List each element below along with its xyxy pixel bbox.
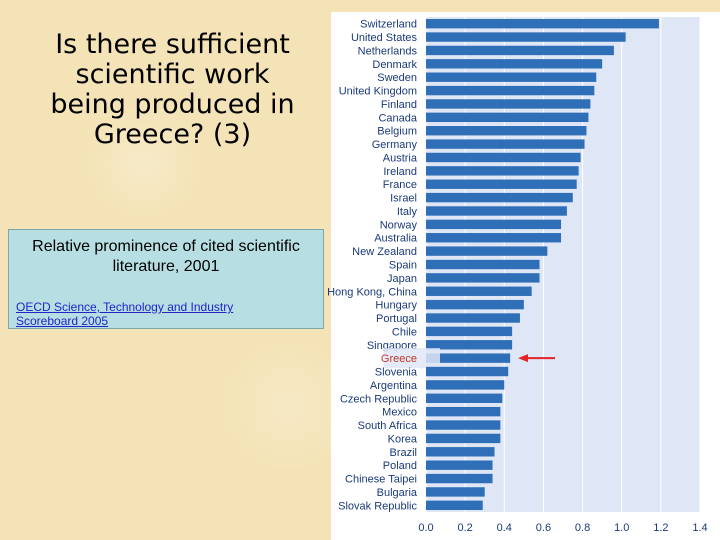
bar: [426, 139, 585, 149]
bar: [426, 126, 587, 136]
category-label: Greece: [381, 353, 417, 365]
x-tick-label: 0.0: [418, 522, 433, 534]
category-label: Sweden: [377, 72, 417, 84]
bar: [426, 85, 595, 96]
x-tick-label: 1.4: [692, 522, 707, 534]
bar: [426, 166, 579, 176]
category-label: Slovenia: [375, 367, 418, 379]
bar: [426, 59, 603, 69]
category-label: Netherlands: [358, 45, 418, 57]
info-box: Relative prominence of cited scientific …: [8, 229, 324, 329]
bar: [426, 246, 548, 256]
bar: [426, 219, 562, 230]
category-label: Italy: [397, 206, 418, 218]
category-label: Hong Kong, China: [327, 286, 418, 298]
category-label: Norway: [380, 219, 418, 231]
category-label: Austria: [383, 152, 418, 164]
bar: [426, 18, 659, 29]
category-label: France: [383, 179, 417, 191]
bar: [426, 313, 520, 323]
category-label: Canada: [378, 112, 417, 124]
category-label: Finland: [381, 99, 417, 111]
category-label: Japan: [387, 273, 417, 285]
category-label: Germany: [372, 139, 418, 151]
category-label: Denmark: [372, 59, 417, 71]
x-tick-label: 0.2: [457, 522, 472, 534]
highlight-label-box: [384, 348, 440, 369]
bar: [426, 487, 485, 497]
bar: [426, 447, 495, 457]
bar: [426, 340, 513, 350]
bar: [426, 233, 562, 243]
category-label: Spain: [389, 260, 417, 272]
category-label: Korea: [388, 433, 418, 445]
bar: [426, 286, 532, 296]
bar: [426, 179, 577, 189]
category-label: Portugal: [376, 313, 417, 325]
category-label: South Africa: [358, 420, 418, 432]
category-label: Poland: [383, 460, 417, 472]
category-label: Slovak Republic: [338, 500, 417, 512]
slide-title: Is there sufficient scientific work bein…: [50, 29, 295, 150]
category-label: Switzerland: [360, 19, 417, 31]
x-tick-label: 0.8: [575, 522, 590, 534]
category-label: United Kingdom: [339, 86, 417, 98]
category-label: Chile: [392, 326, 417, 338]
bar: [426, 45, 614, 56]
bar: [426, 259, 540, 270]
x-tick-label: 0.4: [497, 522, 512, 534]
bar: [426, 380, 505, 390]
bar: [426, 353, 511, 363]
bar: [426, 152, 581, 163]
bar: [426, 273, 540, 283]
category-label: Belgium: [377, 126, 417, 138]
x-tick-label: 0.6: [536, 522, 551, 534]
bar: [426, 299, 524, 310]
category-label: Brazil: [389, 447, 417, 459]
bar: [426, 500, 483, 511]
bar: [426, 433, 501, 444]
chart-subtitle: Relative prominence of cited scientific …: [32, 238, 300, 275]
bar: [426, 99, 591, 109]
category-label: Czech Republic: [340, 393, 418, 405]
bar: [426, 420, 501, 430]
bar: [426, 72, 597, 82]
bar: [426, 406, 501, 417]
category-label: United States: [351, 32, 418, 44]
bar: [426, 393, 503, 403]
bar: [426, 206, 567, 216]
x-tick-label: 1.0: [614, 522, 629, 534]
category-label: New Zealand: [352, 246, 417, 258]
category-label: Chinese Taipei: [345, 474, 417, 486]
category-label: Mexico: [382, 407, 417, 419]
category-label: Bulgaria: [377, 487, 418, 499]
category-label: Australia: [374, 233, 418, 245]
source-link[interactable]: OECD Science, Technology and Industry Sc…: [16, 300, 234, 328]
category-label: Hungary: [375, 300, 417, 312]
bar: [426, 366, 509, 377]
bar: [426, 112, 589, 123]
bar: [426, 460, 493, 470]
category-label: Ireland: [383, 166, 417, 178]
bar: [426, 326, 513, 337]
category-label: Israel: [390, 193, 417, 205]
x-tick-label: 1.2: [653, 522, 668, 534]
category-label: Argentina: [370, 380, 418, 392]
bar: [426, 32, 626, 42]
arrowhead-icon: [518, 354, 528, 363]
bar: [426, 192, 573, 203]
bar: [426, 473, 493, 484]
